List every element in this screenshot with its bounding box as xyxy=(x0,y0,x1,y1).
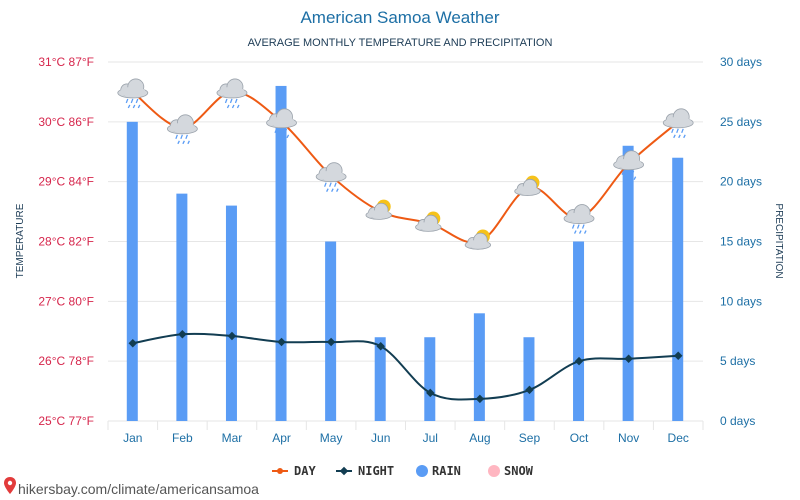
night-point xyxy=(525,385,534,395)
legend: DAY NIGHT RAIN SNOW xyxy=(272,464,534,478)
legend-item-night: NIGHT xyxy=(336,464,394,478)
rain-bar xyxy=(275,85,287,421)
legend-label: RAIN xyxy=(432,464,461,478)
night-point xyxy=(574,356,584,366)
rain-bars xyxy=(126,85,684,421)
x-tick: Nov xyxy=(618,431,639,445)
x-tick: Apr xyxy=(272,431,291,445)
y-tick-left: 30°C 86°F xyxy=(38,115,94,129)
y-tick-right: 5 days xyxy=(720,354,755,368)
location-pin-icon xyxy=(4,477,16,494)
rain-cloud-icon xyxy=(613,150,645,181)
legend-swatch xyxy=(488,465,500,477)
x-tick: May xyxy=(320,431,343,445)
watermark-text[interactable]: hikersbay.com/climate/americansamoa xyxy=(18,481,259,497)
rain-cloud-icon xyxy=(662,108,694,139)
night-point xyxy=(624,354,633,364)
legend-label: SNOW xyxy=(504,464,534,478)
y-tick-left: 27°C 80°F xyxy=(38,294,94,308)
x-tick: Dec xyxy=(668,431,689,445)
partly-sunny-icon xyxy=(514,175,541,196)
rain-bar xyxy=(424,337,436,421)
night-point xyxy=(426,388,435,398)
x-tick: Sep xyxy=(519,431,541,445)
night-point xyxy=(277,337,286,347)
night-point xyxy=(326,337,336,347)
night-point xyxy=(475,394,485,404)
partly-sunny-icon xyxy=(365,199,392,220)
night-point xyxy=(128,338,138,348)
chart-title: American Samoa Weather xyxy=(300,8,499,27)
y-tick-left: 28°C 82°F xyxy=(38,235,94,249)
rain-cloud-icon xyxy=(166,114,198,145)
rain-bar xyxy=(176,193,188,421)
partly-sunny-icon xyxy=(464,229,492,250)
axis-ticks: 25°C 77°F 0 days 26°C 78°F 5 days 27°C 80°F 1… xyxy=(38,55,762,445)
x-tick: Oct xyxy=(570,431,589,445)
x-tick: Jan xyxy=(123,431,142,445)
y-tick-right: 10 days xyxy=(720,294,762,308)
rain-bar xyxy=(672,157,684,421)
rain-bar xyxy=(622,145,634,421)
rain-cloud-icon xyxy=(315,162,347,192)
legend-marker xyxy=(339,466,349,476)
night-point xyxy=(178,329,187,339)
x-tick: Jun xyxy=(371,431,390,445)
y-tick-right: 0 days xyxy=(720,414,755,428)
grid xyxy=(107,61,704,430)
y-tick-right: 20 days xyxy=(720,175,762,189)
rain-bar xyxy=(325,241,337,421)
temperature-lines xyxy=(128,89,683,404)
legend-swatch xyxy=(416,465,428,477)
y-tick-left: 29°C 84°F xyxy=(38,175,94,189)
watermark[interactable]: hikersbay.com/climate/americansamoa xyxy=(4,477,259,497)
right-axis-label: PRECIPITATION xyxy=(773,203,784,278)
rain-cloud-icon xyxy=(216,78,248,109)
y-tick-right: 30 days xyxy=(720,55,762,69)
y-tick-left: 25°C 77°F xyxy=(38,414,94,428)
chart-subtitle: AVERAGE MONTHLY TEMPERATURE AND PRECIPIT… xyxy=(248,37,553,49)
day-line xyxy=(132,90,679,244)
partly-sunny-icon xyxy=(415,211,442,232)
y-tick-left: 31°C 87°F xyxy=(38,55,94,69)
y-tick-right: 15 days xyxy=(720,235,762,249)
weather-icons xyxy=(117,78,694,250)
x-tick: Jul xyxy=(423,431,438,445)
rain-cloud-icon xyxy=(563,204,595,234)
rain-bar xyxy=(473,313,485,421)
legend-item-rain: RAIN xyxy=(416,464,461,478)
rain-cloud-icon xyxy=(266,108,297,139)
night-point xyxy=(673,351,683,361)
night-point xyxy=(227,331,237,341)
legend-label: NIGHT xyxy=(358,464,394,478)
x-tick: Aug xyxy=(469,431,490,445)
legend-item-day: DAY xyxy=(272,464,316,478)
night-point xyxy=(376,341,385,351)
rain-bar xyxy=(573,241,585,421)
x-tick: Feb xyxy=(172,431,193,445)
rain-bar xyxy=(126,121,138,421)
left-axis-label: TEMPERATURE xyxy=(15,203,26,278)
legend-label: DAY xyxy=(294,464,316,478)
rain-cloud-icon xyxy=(117,78,149,109)
y-tick-right: 25 days xyxy=(720,115,762,129)
night-line xyxy=(132,332,679,401)
rain-bar xyxy=(523,337,535,421)
rain-bar xyxy=(374,337,386,421)
y-tick-left: 26°C 78°F xyxy=(38,354,94,368)
legend-item-snow: SNOW xyxy=(488,464,534,478)
x-tick: Mar xyxy=(222,431,243,445)
legend-marker xyxy=(277,468,283,474)
rain-bar xyxy=(225,205,237,421)
